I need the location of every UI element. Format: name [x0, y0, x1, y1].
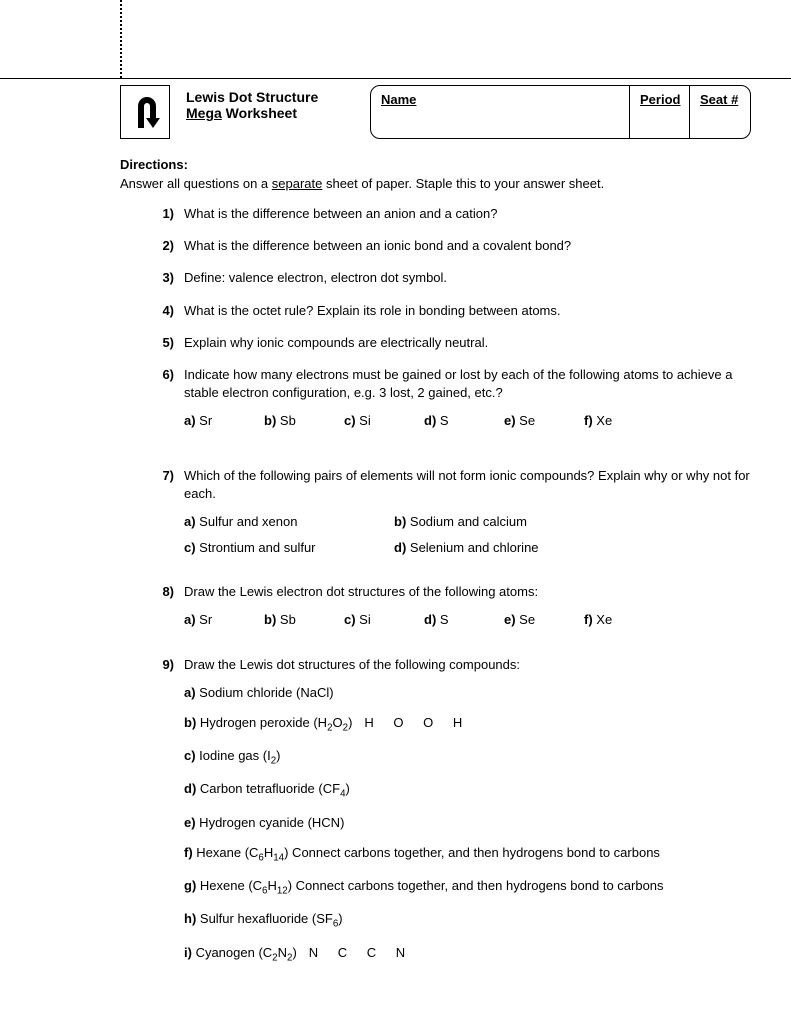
- question-text: What is the octet rule? Explain its role…: [184, 302, 751, 320]
- directions-text: Answer all questions on a separate sheet…: [120, 176, 751, 191]
- question-number: 9): [150, 656, 174, 977]
- sub-item: c) Si: [344, 412, 409, 430]
- sub-item: a) Sodium chloride (NaCl): [184, 684, 751, 702]
- question-number: 5): [150, 334, 174, 352]
- info-box: Name Period Seat #: [370, 85, 751, 139]
- question-body: Draw the Lewis electron dot structures o…: [184, 583, 751, 641]
- sub-item: c) Si: [344, 611, 409, 629]
- name-field[interactable]: Name: [371, 86, 630, 138]
- sub-item: d) Carbon tetrafluoride (CF4): [184, 780, 751, 801]
- question-text: Which of the following pairs of elements…: [184, 467, 751, 503]
- question-text: Explain why ionic compounds are electric…: [184, 334, 751, 352]
- question-body: Define: valence electron, electron dot s…: [184, 269, 751, 287]
- question-body: Which of the following pairs of elements…: [184, 467, 751, 570]
- seat-field[interactable]: Seat #: [690, 86, 750, 138]
- sub-item: e) Hydrogen cyanide (HCN): [184, 814, 751, 832]
- question-body: What is the difference between an ionic …: [184, 237, 751, 255]
- perforation-line: [120, 0, 122, 78]
- sub-grid: a) Sulfur and xenon b) Sodium and calcium…: [184, 513, 751, 565]
- question-list: 1) What is the difference between an anio…: [120, 205, 751, 977]
- sub-item: e) Se: [504, 412, 569, 430]
- sub-item: a) Sr: [184, 611, 249, 629]
- sub-item: d) S: [424, 412, 489, 430]
- sub-item: h) Sulfur hexafluoride (SF6): [184, 910, 751, 931]
- sub-vertical: a) Sodium chloride (NaCl) b) Hydrogen per…: [184, 684, 751, 965]
- sub-item: b) Sodium and calcium: [394, 513, 584, 531]
- sub-item: b) Sb: [264, 611, 329, 629]
- worksheet-content: Lewis Dot Structure Mega Worksheet Name …: [120, 85, 751, 991]
- question: 1) What is the difference between an anio…: [150, 205, 751, 223]
- sub-item: d) S: [424, 611, 489, 629]
- question: 4) What is the octet rule? Explain its ro…: [150, 302, 751, 320]
- title-box: Lewis Dot Structure Mega Worksheet: [180, 85, 360, 139]
- sub-row: a) Sr b) Sb c) Si d) S e) Se f) Xe: [184, 611, 751, 637]
- horizontal-rule: [0, 78, 791, 79]
- question-body: What is the difference between an anion …: [184, 205, 751, 223]
- sub-item: b) Sb: [264, 412, 329, 430]
- question-number: 1): [150, 205, 174, 223]
- question: 7) Which of the following pairs of elemen…: [150, 467, 751, 570]
- sub-item: e) Se: [504, 611, 569, 629]
- question-body: Indicate how many electrons must be gain…: [184, 366, 751, 443]
- sub-item: c) Iodine gas (I2): [184, 747, 751, 768]
- sub-item: a) Sulfur and xenon: [184, 513, 374, 531]
- title-line2: Mega Worksheet: [186, 105, 354, 121]
- directions: Directions:: [120, 157, 751, 172]
- header-row: Lewis Dot Structure Mega Worksheet Name …: [120, 85, 751, 139]
- question-body: Draw the Lewis dot structures of the fol…: [184, 656, 751, 977]
- sub-row: a) Sr b) Sb c) Si d) S e) Se f) Xe: [184, 412, 751, 438]
- period-field[interactable]: Period: [630, 86, 690, 138]
- question: 6) Indicate how many electrons must be ga…: [150, 366, 751, 443]
- sub-item: i) Cyanogen (C2N2)N C C N: [184, 944, 751, 965]
- sub-item: f) Hexane (C6H14) Connect carbons togeth…: [184, 844, 751, 865]
- question: 8) Draw the Lewis electron dot structures…: [150, 583, 751, 641]
- sub-item: f) Xe: [584, 412, 649, 430]
- question: 9) Draw the Lewis dot structures of the f…: [150, 656, 751, 977]
- sub-item: c) Strontium and sulfur: [184, 539, 374, 557]
- title-line1: Lewis Dot Structure: [186, 89, 354, 105]
- u-turn-icon: [120, 85, 170, 139]
- question: 2) What is the difference between an ioni…: [150, 237, 751, 255]
- sub-item: b) Hydrogen peroxide (H2O2)H O O H: [184, 714, 751, 735]
- question-number: 2): [150, 237, 174, 255]
- question-body: What is the octet rule? Explain its role…: [184, 302, 751, 320]
- question: 5) Explain why ionic compounds are electr…: [150, 334, 751, 352]
- question-text: Draw the Lewis dot structures of the fol…: [184, 656, 751, 674]
- sub-item: d) Selenium and chlorine: [394, 539, 584, 557]
- question-number: 7): [150, 467, 174, 570]
- sub-item: g) Hexene (C6H12) Connect carbons togeth…: [184, 877, 751, 898]
- question-number: 4): [150, 302, 174, 320]
- sub-item: a) Sr: [184, 412, 249, 430]
- question-number: 3): [150, 269, 174, 287]
- question-text: Define: valence electron, electron dot s…: [184, 269, 751, 287]
- question-body: Explain why ionic compounds are electric…: [184, 334, 751, 352]
- question: 3) Define: valence electron, electron dot…: [150, 269, 751, 287]
- directions-label: Directions:: [120, 157, 188, 172]
- question-number: 6): [150, 366, 174, 443]
- question-number: 8): [150, 583, 174, 641]
- question-text: Indicate how many electrons must be gain…: [184, 366, 751, 402]
- question-text: Draw the Lewis electron dot structures o…: [184, 583, 751, 601]
- question-text: What is the difference between an ionic …: [184, 237, 751, 255]
- sub-item: f) Xe: [584, 611, 649, 629]
- question-text: What is the difference between an anion …: [184, 205, 751, 223]
